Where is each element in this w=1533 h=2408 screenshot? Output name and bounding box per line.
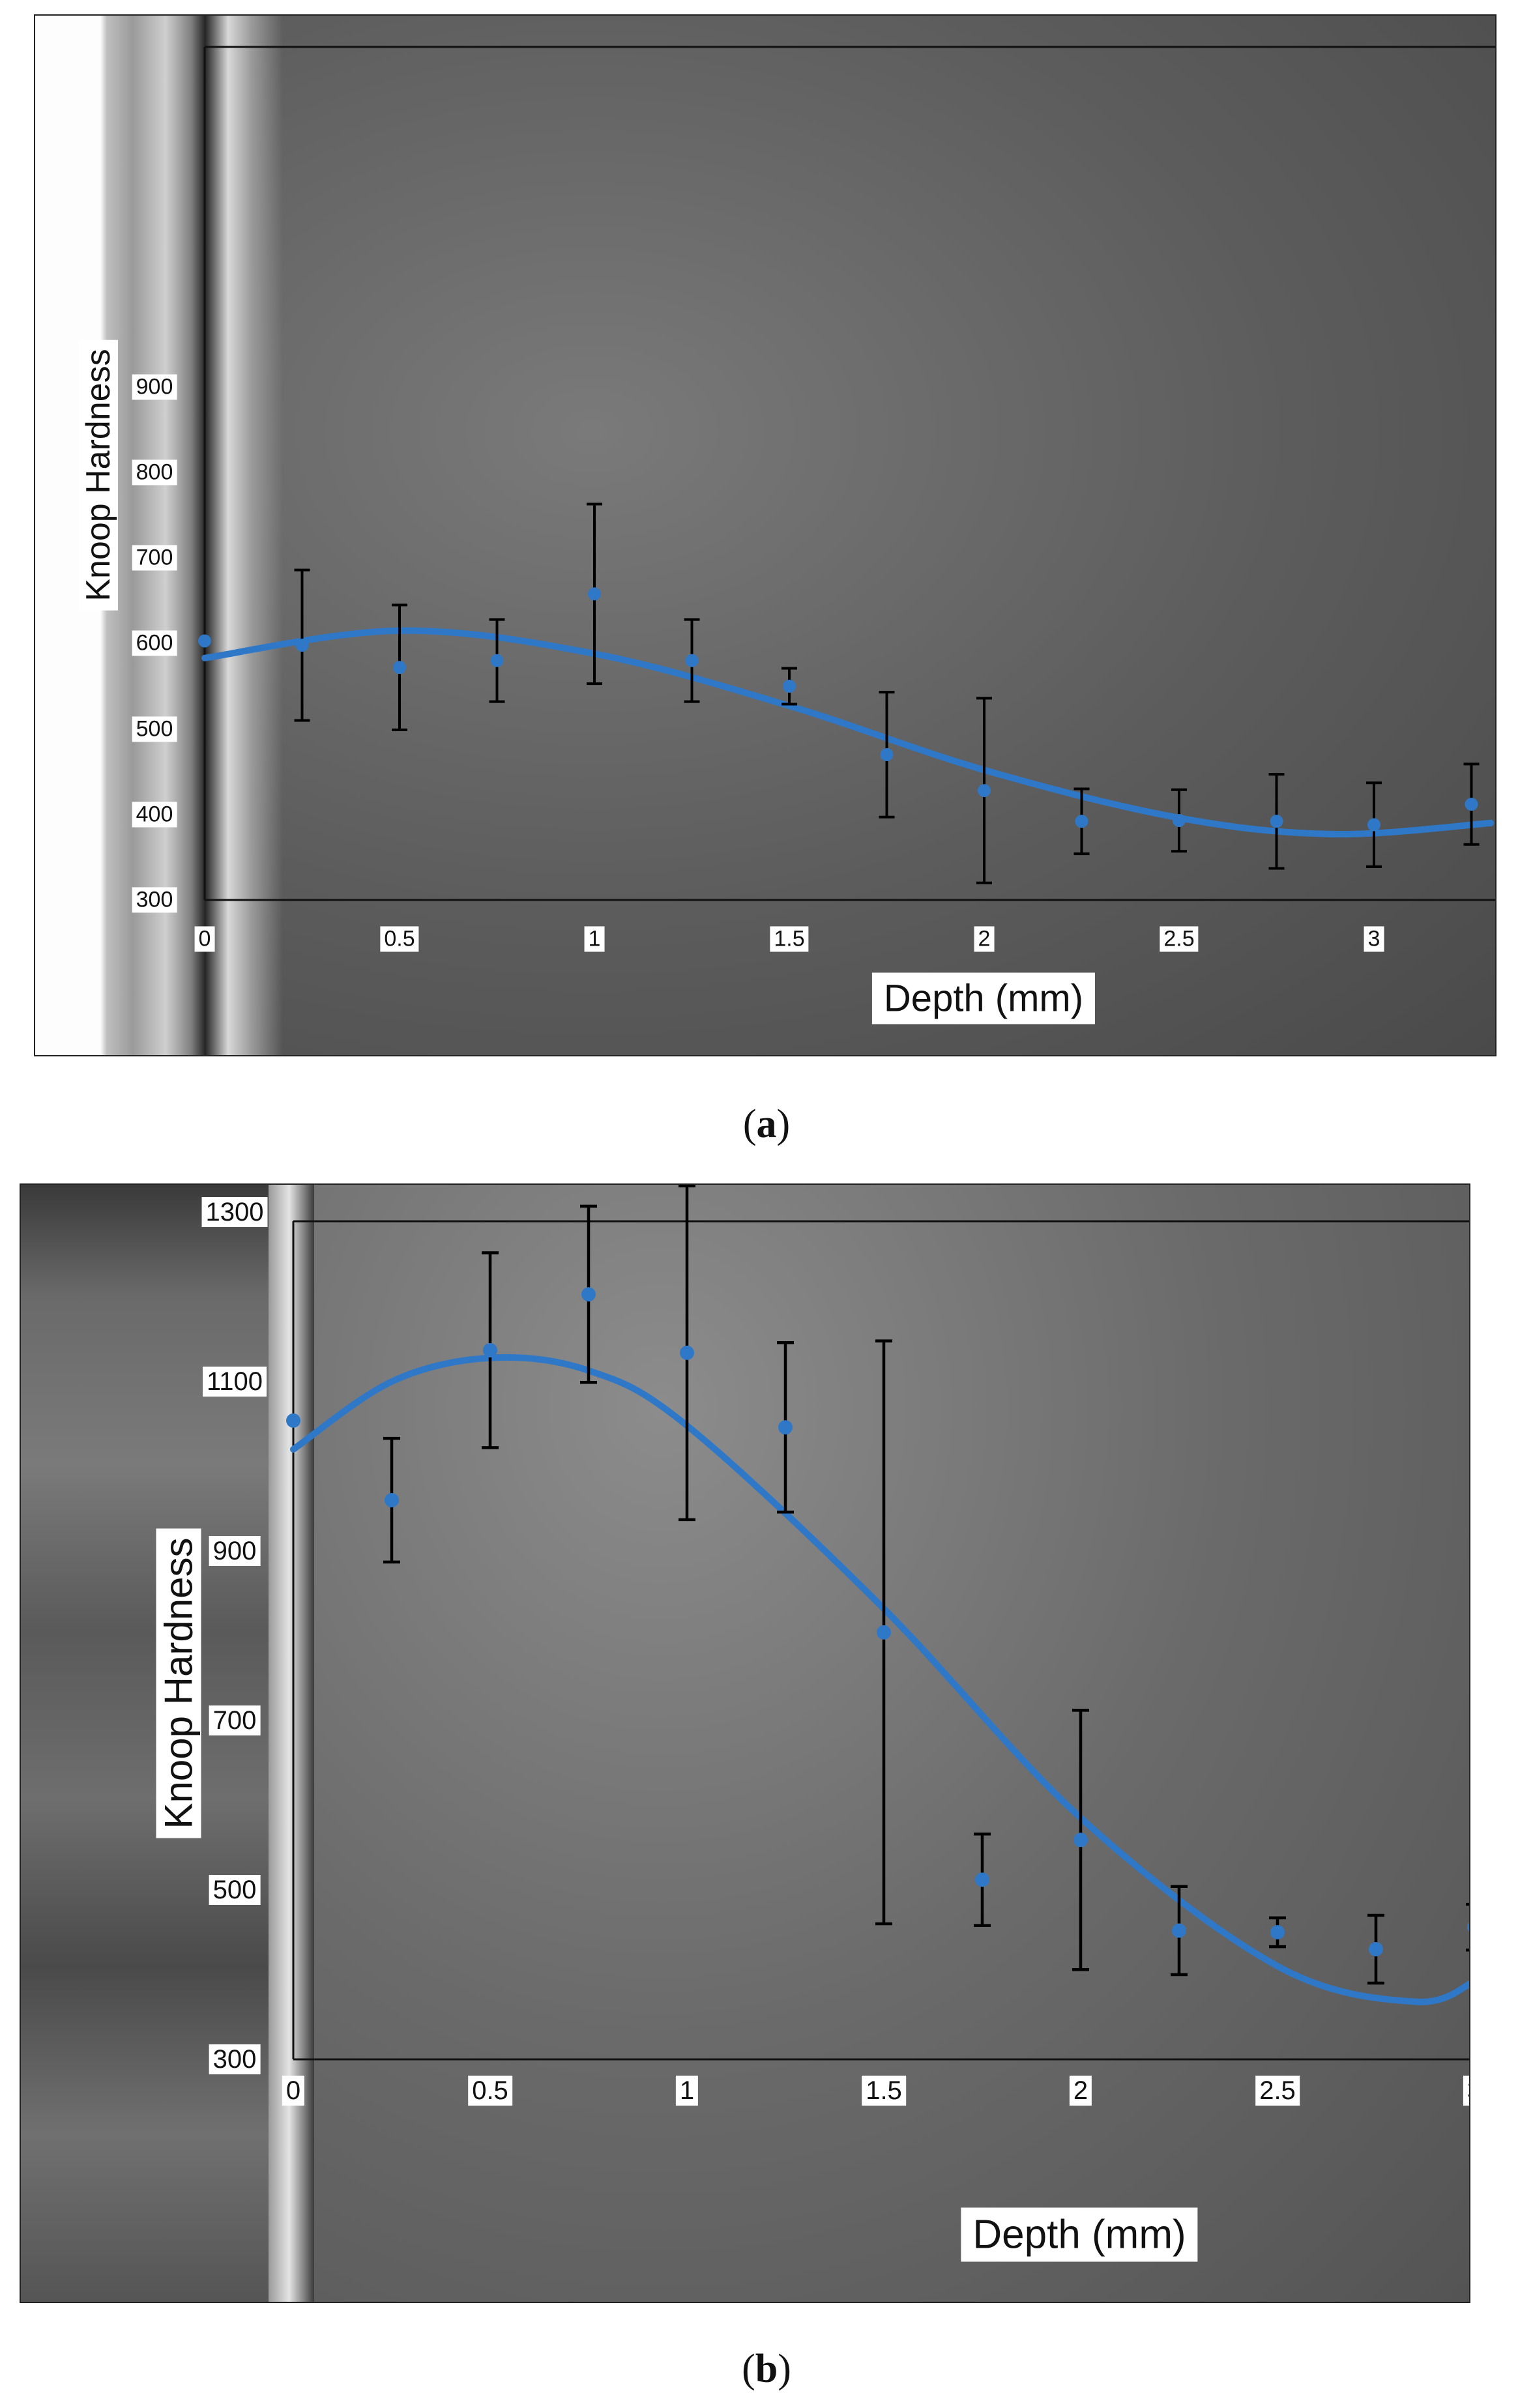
panel-b-x-tick-label: 0.5	[468, 2076, 512, 2106]
panel-a-data-point	[685, 654, 699, 667]
panel-b-y-tick-label: 900	[209, 1536, 261, 1566]
panel-b-data-point	[1172, 1923, 1186, 1938]
panel-a-caption-open: (	[742, 1102, 757, 1146]
panel-a-caption-close: )	[776, 1102, 791, 1146]
panel-a-x-tick-label: 0.5	[380, 926, 419, 952]
panel-a-x-tick-label: 2.5	[1160, 926, 1199, 952]
panel-b-data-point	[1270, 1925, 1285, 1939]
panel-a-y-tick-label: 300	[132, 887, 177, 913]
panel-b-x-tick-label: 2	[1069, 2076, 1092, 2106]
panel-b-data-point	[286, 1413, 300, 1428]
panel-a-chart: 300 400 500 600 700 800 900 0 0.5 1 1.5 2 2.5 3 Knoop…	[34, 14, 1496, 1056]
panel-a-y-tick-label: 500	[132, 716, 177, 742]
panel-b-data-point	[975, 1872, 989, 1887]
panel-a-data-point	[1465, 798, 1478, 811]
panel-b-data-point	[1073, 1833, 1088, 1848]
panel-b-y-tick-label: 500	[209, 1875, 261, 1905]
panel-a-data-point	[1367, 818, 1380, 832]
panel-a-plot-area	[198, 46, 1495, 901]
panel-a-micrograph-background	[205, 16, 1495, 1055]
panel-a-x-tick-label: 1.5	[770, 926, 809, 952]
panel-b-data-point	[877, 1625, 891, 1640]
panel-b-data-point	[385, 1493, 399, 1507]
panel-b-y-tick-label: 300	[209, 2044, 261, 2074]
panel-b-data-point	[483, 1342, 497, 1357]
panel-a-y-tick-label: 800	[132, 459, 177, 486]
panel-b-x-tick-label: 1.5	[862, 2076, 906, 2106]
panel-a-data-point	[198, 634, 211, 648]
panel-b-caption-close: )	[778, 2347, 791, 2391]
panel-b-caption-letter: b	[755, 2347, 778, 2391]
panel-b-x-tick-label: 0	[282, 2076, 305, 2106]
panel-a-data-point	[978, 784, 991, 798]
panel-b-y-tick-label: 1300	[201, 1197, 268, 1227]
panel-a-edge-glow	[205, 16, 283, 1055]
panel-b-x-tick-label: 2.5	[1255, 2076, 1300, 2106]
panel-b-y-tick-label: 1100	[202, 1367, 267, 1397]
panel-b-data-point	[778, 1420, 793, 1435]
panel-b-data-point	[1369, 1942, 1383, 1956]
panel-a-data-point	[880, 747, 894, 761]
panel-a-x-axis-label: Depth (mm)	[871, 972, 1096, 1024]
panel-b-chart: 300 500 700 900 1100 1300 0 0.5 1 1.5 2 2.5 3 Knoop …	[20, 1183, 1470, 2303]
panel-a-y-axis-label: Knoop Hardness	[79, 340, 118, 611]
panel-a-y-tick-label: 600	[132, 630, 177, 656]
panel-b-data-point	[680, 1345, 694, 1360]
panel-a-data-point	[295, 639, 309, 652]
panel-b-caption-open: (	[742, 2347, 755, 2391]
panel-a-surface-strip	[35, 16, 205, 1055]
panel-b-caption: (b)	[742, 2346, 791, 2392]
panel-a-fit-curve	[201, 627, 1495, 838]
panel-b-fit-curve	[290, 1354, 1469, 2005]
panel-a-data-point	[783, 680, 796, 693]
panel-b-y-tick-label: 700	[209, 1705, 261, 1735]
panel-a-x-tick-label: 0	[194, 926, 215, 952]
panel-a-data-point	[1075, 815, 1088, 828]
panel-a-x-tick-label: 3	[1364, 926, 1384, 952]
panel-a-data-point	[1270, 815, 1283, 828]
panel-b-y-axis-label: Knoop Hardness	[156, 1528, 201, 1838]
panel-b-error-bar	[1466, 1902, 1469, 1952]
panel-b-x-tick-label: 1	[675, 2076, 699, 2106]
panel-a-x-tick-label: 2	[974, 926, 995, 952]
panel-b-data-point	[581, 1287, 596, 1302]
panel-a-y-tick-label: 700	[132, 545, 177, 571]
panel-a-data-point	[393, 661, 406, 675]
panel-a-caption-letter: a	[756, 1102, 777, 1146]
panel-a-data-point	[1173, 813, 1186, 827]
panel-a-y-tick-label: 400	[132, 802, 177, 828]
panel-a-y-tick-label: 900	[132, 374, 177, 400]
panel-b-x-tick-label: 3	[1463, 2076, 1469, 2106]
panel-b-data-point	[1467, 1922, 1469, 1932]
panel-b-plot-area	[286, 1185, 1469, 2061]
panel-a-x-tick-label: 1	[584, 926, 605, 952]
panel-a-data-point	[490, 654, 504, 667]
panel-b-edge-band	[269, 1185, 314, 2302]
panel-a-data-point	[588, 587, 601, 601]
panel-b-x-axis-label: Depth (mm)	[961, 2207, 1198, 2262]
panel-b-micrograph-background	[314, 1185, 1469, 2302]
panel-a-caption: (a)	[743, 1101, 790, 1148]
